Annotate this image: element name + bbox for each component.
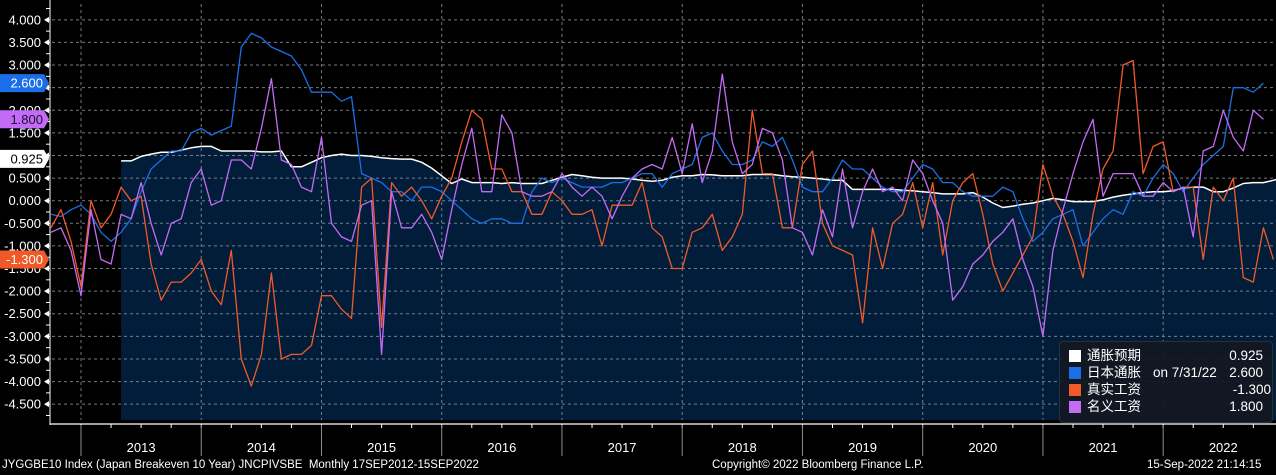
footer-timestamp: 15-Sep-2022 21:14:15 — [1147, 459, 1262, 471]
area-fill-layer — [121, 146, 1276, 420]
y-tick-label: -2.500 — [4, 306, 41, 321]
legend-swatch — [1069, 384, 1081, 396]
series-line-4 — [50, 73, 1264, 356]
axis-value-tag: 1.800 — [0, 110, 49, 129]
y-tick-marker — [44, 107, 49, 114]
legend-swatch — [1069, 350, 1081, 362]
y-tick-label: 0.500 — [8, 171, 41, 186]
y-tick-label: -2.000 — [4, 284, 41, 299]
y-tick-marker — [44, 16, 49, 23]
axis-value-tag: 2.600 — [0, 74, 49, 93]
y-tick-label: -4.000 — [4, 374, 41, 389]
y-tick-label: 1.500 — [8, 125, 41, 140]
legend-item: 日本通胀 on 7/31/22 2.600 — [1067, 365, 1267, 381]
legend-item: 通胀预期 0.925 — [1067, 348, 1267, 364]
y-tick-marker — [44, 242, 49, 249]
x-tick-label: 2014 — [247, 440, 276, 455]
y-tick-marker — [44, 288, 49, 295]
y-tick-marker — [44, 197, 49, 204]
y-tick-marker — [44, 401, 49, 408]
legend-swatch — [1069, 367, 1081, 379]
axis-value-tag-label: 2.600 — [10, 76, 43, 91]
y-tick-marker — [44, 310, 49, 317]
y-tick-label: -3.500 — [4, 351, 41, 366]
axis-value-tag-bg — [0, 250, 49, 269]
x-tick-label: 2022 — [1209, 440, 1238, 455]
y-tick-marker — [44, 62, 49, 69]
series-layer — [50, 32, 1276, 387]
x-tick-label: 2017 — [608, 440, 637, 455]
axis-value-tag-label: 1.800 — [10, 112, 43, 127]
x-tick-label: 2013 — [127, 440, 156, 455]
y-tick-label: 4.000 — [8, 12, 41, 27]
legend-item: 名义工资 1.800 — [1067, 399, 1267, 415]
axis-tag-layer: 2.600 1.800 0.925 -1.300 — [0, 74, 49, 269]
x-tick-label: 2015 — [367, 440, 396, 455]
x-tick-label: 2019 — [848, 440, 877, 455]
x-tick-label: 2016 — [487, 440, 516, 455]
legend-label: 真实工资 — [1087, 382, 1141, 397]
axis-value-tag-bg — [0, 110, 49, 129]
legend-value: -1.300 — [1232, 382, 1271, 397]
axis-value-tag: -1.300 — [0, 250, 49, 269]
axis-value-tag-bg — [0, 74, 49, 93]
footer-source: JYGGBE10 Index (Japan Breakeven 10 Year)… — [2, 459, 479, 471]
x-tick-label: 2018 — [728, 440, 757, 455]
y-tick-marker — [44, 129, 49, 136]
legend: 通胀预期 0.925 日本通胀 on 7/31/22 2.600 真实工资 -1… — [1059, 341, 1273, 423]
series-line-3 — [50, 59, 1275, 387]
y-tick-label: -0.500 — [4, 216, 41, 231]
legend-value: 1.800 — [1229, 399, 1263, 414]
legend-label: 名义工资 — [1087, 399, 1141, 414]
axis-value-tag: 0.925 — [0, 149, 49, 168]
footer-copyright: Copyright© 2022 Bloomberg Finance L.P. — [712, 459, 924, 471]
axis-value-tag-label: 0.925 — [10, 151, 43, 166]
y-tick-marker — [44, 175, 49, 182]
axis-value-tag-label: -1.300 — [6, 252, 43, 267]
legend-swatch — [1069, 401, 1081, 413]
y-tick-label: -3.000 — [4, 329, 41, 344]
legend-label: 日本通胀 — [1087, 365, 1141, 380]
y-tick-label: 0.000 — [8, 193, 41, 208]
legend-value: 2.600 — [1229, 365, 1263, 380]
breakeven-area-fill — [121, 146, 1276, 420]
axis-value-tag-bg — [0, 149, 49, 168]
legend-value: 0.925 — [1229, 348, 1263, 363]
y-tick-marker — [44, 84, 49, 91]
y-tick-marker — [44, 333, 49, 340]
legend-item: 真实工资 -1.300 — [1067, 382, 1271, 398]
y-tick-marker — [44, 39, 49, 46]
legend-label: 通胀预期 — [1087, 348, 1141, 363]
y-tick-label: 3.500 — [8, 35, 41, 50]
x-tick-label: 2020 — [968, 440, 997, 455]
y-tick-marker — [44, 355, 49, 362]
y-tick-marker — [44, 220, 49, 227]
y-tick-label: -1.000 — [4, 238, 41, 253]
x-tick-label: 2021 — [1089, 440, 1118, 455]
y-tick-label: -4.500 — [4, 397, 41, 412]
y-tick-label: 3.000 — [8, 58, 41, 73]
legend-date: on 7/31/22 — [1153, 365, 1217, 380]
y-tick-marker — [44, 265, 49, 272]
y-tick-marker — [44, 378, 49, 385]
